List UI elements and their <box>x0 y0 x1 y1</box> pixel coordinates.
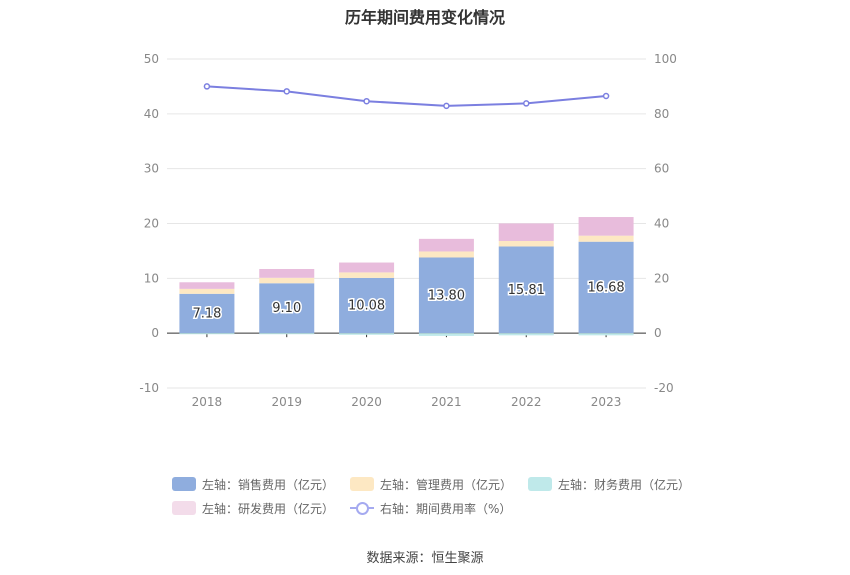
bar-segment <box>498 246 554 334</box>
right-tick-label: 60 <box>654 162 669 176</box>
bar-segment <box>339 333 395 335</box>
legend-label-rnd: 左轴：研发费用（亿元） <box>202 501 335 516</box>
legend-label-finance: 左轴：财务费用（亿元） <box>558 477 691 492</box>
bar-value-label: 7.18 <box>192 306 221 321</box>
bar-segment <box>578 217 634 236</box>
bar-segment <box>179 293 235 334</box>
legend-item-finance[interactable]: 左轴：财务费用（亿元） <box>528 476 690 493</box>
admin-swatch-icon <box>350 477 375 491</box>
bar-segment <box>498 240 554 247</box>
right-tick-label: 0 <box>654 326 662 340</box>
bar-segment <box>578 235 634 242</box>
bar-value-label: 10.08 <box>348 299 385 314</box>
bar-value-label: 16.68 <box>587 280 624 295</box>
x-tick-label: 2020 <box>351 395 382 409</box>
legend-item-sales[interactable]: 左轴：销售费用（亿元） <box>172 476 334 493</box>
legend-label-admin: 左轴：管理费用（亿元） <box>380 477 513 492</box>
right-tick-label: 40 <box>654 217 669 231</box>
bar-segment <box>578 241 634 334</box>
legend: 左轴：销售费用（亿元） 左轴：管理费用（亿元） 左轴：财务费用（亿元） 左轴：研… <box>172 472 692 520</box>
bar-segment <box>578 333 634 336</box>
ratio-line <box>206 85 607 107</box>
bar-segment <box>259 333 315 335</box>
bar-segment <box>179 288 235 294</box>
bar-segment <box>179 282 235 289</box>
finance-swatch-icon <box>528 477 553 491</box>
legend-item-ratio[interactable]: 右轴：期间费用率（%） <box>350 500 511 517</box>
left-tick-label: 30 <box>144 162 159 176</box>
left-tick-label: 40 <box>144 107 159 121</box>
legend-label-ratio: 右轴：期间费用率（%） <box>380 501 512 516</box>
left-tick-label: 50 <box>144 52 159 66</box>
ratio-point <box>523 100 530 107</box>
right-tick-label: 100 <box>654 52 677 66</box>
bar-segment <box>339 272 395 278</box>
bar-value-label: 13.80 <box>428 288 465 303</box>
left-tick-label: 10 <box>144 271 159 285</box>
left-tick-label: 20 <box>144 217 159 231</box>
x-tick-label: 2018 <box>192 395 223 409</box>
bar-value-label: 15.81 <box>508 283 545 298</box>
chart-title: 历年期间费用变化情况 <box>344 8 505 27</box>
rnd-swatch-icon <box>172 501 196 515</box>
left-tick-label: 0 <box>151 326 159 340</box>
right-tick-label: 20 <box>654 271 669 285</box>
bar-segment <box>179 333 235 335</box>
ratio-point <box>203 83 211 90</box>
legend-item-rnd[interactable]: 左轴：研发费用（亿元） <box>172 500 334 517</box>
left-tick-label: -10 <box>139 381 159 395</box>
bar-value-label: 9.10 <box>272 301 301 316</box>
right-tick-label: -20 <box>654 381 674 395</box>
x-tick-label: 2023 <box>591 395 622 409</box>
bar-segment <box>418 333 474 336</box>
bar-segment <box>418 251 474 258</box>
bar-segment <box>498 223 554 241</box>
bar-segment <box>339 262 395 273</box>
bar-segment <box>259 283 315 334</box>
legend-label-sales: 左轴：销售费用（亿元） <box>202 477 335 492</box>
ratio-point <box>363 97 370 105</box>
legend-item-admin[interactable]: 左轴：管理费用（亿元） <box>350 476 512 493</box>
data-source: 数据来源：恒生聚源 <box>366 551 484 566</box>
x-tick-label: 2022 <box>511 395 542 409</box>
bar-segment <box>498 333 554 336</box>
bar-segment <box>418 257 474 334</box>
line-marker-icon <box>350 501 375 515</box>
right-tick-label: 80 <box>654 107 669 121</box>
sales-swatch-icon <box>172 477 196 491</box>
bar-segment <box>259 269 315 278</box>
x-tick-label: 2021 <box>431 395 462 409</box>
bar-segment <box>418 238 474 252</box>
ratio-point <box>443 102 450 110</box>
x-tick-label: 2019 <box>271 395 302 409</box>
ratio-point <box>602 92 610 100</box>
bar-segment <box>259 277 315 284</box>
bar-segment <box>339 277 395 334</box>
ratio-point <box>283 88 290 95</box>
